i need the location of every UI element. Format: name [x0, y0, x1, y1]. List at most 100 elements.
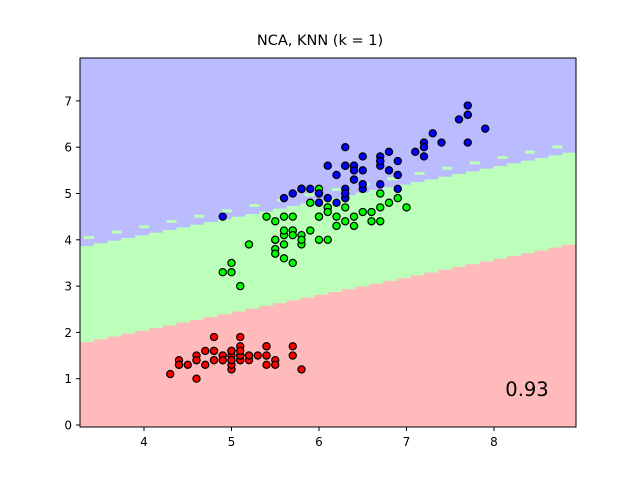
axes-frame [79, 57, 577, 428]
data-point [367, 207, 376, 217]
data-point [358, 166, 367, 175]
data-point [349, 212, 359, 221]
data-point [218, 355, 227, 365]
region-red [80, 242, 576, 427]
data-point [376, 217, 385, 226]
data-point [227, 268, 236, 277]
y-tick-label: 0 [64, 419, 72, 433]
data-point [393, 170, 402, 180]
data-point [384, 198, 394, 207]
data-point [262, 360, 271, 370]
data-point [297, 184, 306, 194]
data-point [323, 193, 332, 203]
data-point [358, 152, 367, 161]
data-point [332, 170, 341, 180]
data-point [332, 221, 341, 231]
data-point [323, 207, 332, 217]
data-point [349, 175, 359, 184]
data-point [192, 374, 201, 383]
x-tick-label: 7 [403, 435, 411, 449]
y-tick-label: 6 [64, 141, 72, 155]
data-point [341, 189, 350, 198]
data-point [358, 180, 367, 189]
x-axis: 4 5 6 7 8 [140, 427, 498, 449]
data-point [393, 184, 402, 194]
data-point [209, 355, 219, 365]
data-point [376, 189, 385, 198]
data-point [209, 346, 219, 356]
x-tick-label: 5 [228, 435, 236, 449]
y-axis: 0 1 2 3 4 5 6 7 [64, 94, 80, 433]
data-point [253, 351, 262, 360]
data-point [376, 203, 385, 212]
y-tick-label: 5 [64, 187, 72, 201]
data-point [201, 346, 210, 356]
data-point [376, 156, 385, 166]
data-point [201, 360, 210, 370]
y-tick-label: 1 [64, 372, 72, 386]
data-point [341, 161, 350, 170]
data-point [384, 166, 394, 175]
chart-title: NCA, KNN (k = 1) [256, 33, 384, 49]
data-point [236, 346, 245, 356]
data-point [314, 189, 324, 198]
data-point [332, 198, 341, 207]
data-point [463, 110, 472, 119]
y-tick-label: 4 [64, 233, 72, 247]
data-point [218, 268, 227, 277]
data-point [358, 207, 367, 217]
data-point [279, 254, 289, 263]
data-point [437, 138, 446, 147]
data-point [271, 249, 280, 258]
data-point [271, 235, 280, 244]
data-point [314, 198, 324, 207]
data-point [393, 193, 402, 203]
data-point [454, 115, 464, 124]
data-point [244, 351, 254, 360]
data-point [166, 369, 175, 379]
data-point [218, 212, 227, 221]
x-tick-label: 8 [490, 435, 498, 449]
data-point [288, 230, 297, 240]
y-tick-label: 2 [64, 326, 72, 340]
data-point [481, 124, 490, 133]
data-point [227, 346, 236, 356]
data-point [271, 360, 280, 370]
data-point [402, 203, 411, 212]
data-point [306, 198, 315, 207]
y-tick-label: 3 [64, 280, 72, 294]
data-point [279, 212, 289, 221]
data-point [279, 240, 289, 249]
data-point [288, 212, 297, 221]
data-point [288, 342, 297, 351]
data-point [288, 189, 297, 198]
data-point [209, 332, 219, 342]
data-point [271, 217, 280, 226]
data-point [174, 360, 184, 370]
data-point [349, 221, 359, 231]
y-tick-label: 7 [64, 94, 72, 108]
data-points [166, 101, 490, 383]
data-point [411, 147, 420, 157]
data-point [244, 240, 254, 249]
data-point [183, 360, 192, 370]
data-point [463, 101, 472, 110]
data-point [297, 235, 306, 244]
data-point [341, 203, 350, 212]
data-point [306, 226, 315, 235]
data-point [463, 138, 472, 147]
data-point [419, 142, 429, 152]
data-point [297, 365, 306, 374]
data-point [314, 235, 324, 244]
data-point [236, 332, 245, 342]
x-tick-label: 6 [315, 435, 323, 449]
data-point [227, 258, 236, 268]
data-point [314, 212, 324, 221]
data-point [306, 184, 315, 194]
data-point [192, 355, 201, 365]
data-point [288, 351, 297, 360]
data-point [349, 166, 359, 175]
data-point [419, 152, 429, 161]
data-point [262, 342, 271, 351]
